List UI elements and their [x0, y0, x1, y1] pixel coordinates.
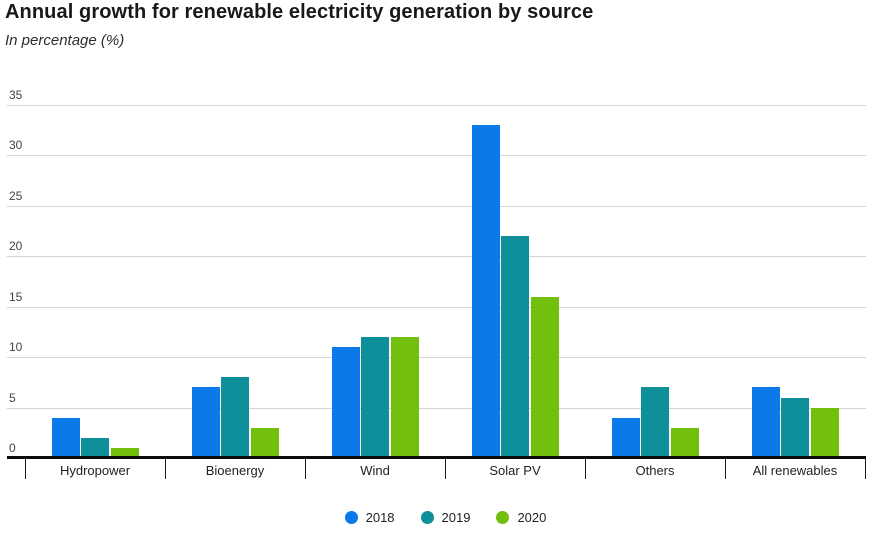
bar-2018-wind	[331, 347, 360, 458]
bar-2020-solar-pv	[530, 296, 559, 458]
y-tick-label-10: 10	[9, 340, 23, 355]
y-tick-label-15: 15	[9, 289, 23, 304]
chart-subtitle: In percentage (%)	[5, 32, 125, 49]
x-category-label-bioenergy: Bioenergy	[205, 463, 265, 478]
bar-2018-solar-pv	[471, 125, 500, 458]
category-separator-3	[445, 458, 446, 479]
legend-label-2019: 2019	[441, 510, 471, 525]
legend-item-2018: 2018	[344, 510, 395, 525]
category-separator-5	[725, 458, 726, 479]
bar-2019-others	[641, 387, 669, 458]
x-axis-line	[7, 456, 866, 459]
y-tick-label-35: 35	[9, 88, 23, 102]
y-tick-label-0: 0	[9, 441, 16, 455]
x-category-label-all-renewables: All renewables	[752, 463, 838, 478]
gridline-y-30	[7, 155, 866, 157]
bar-2018-others	[611, 417, 640, 458]
legend: 2018 2019 2020	[0, 510, 891, 525]
bar-2020-others	[670, 427, 699, 458]
chart-title: Annual growth for renewable electricity …	[5, 1, 594, 23]
bar-2018-hydropower	[51, 417, 80, 458]
category-separator-1	[165, 458, 166, 479]
gridline-y-10	[7, 357, 866, 359]
y-tick-label-5: 5	[9, 390, 16, 405]
bar-2020-wind	[390, 336, 419, 458]
legend-item-2020: 2020	[496, 510, 546, 525]
gridline-y-15	[7, 306, 866, 308]
category-separator-0	[25, 458, 26, 479]
bar-2019-bioenergy	[221, 377, 249, 458]
bar-2019-wind	[361, 336, 389, 458]
x-category-label-solar-pv: Solar PV	[489, 463, 541, 478]
legend-swatch-2019	[420, 511, 434, 524]
category-separator-6	[865, 458, 866, 479]
gridline-y-35	[7, 105, 866, 106]
gridline-y-25	[7, 205, 866, 207]
bar-2018-bioenergy	[191, 387, 220, 458]
category-separator-4	[585, 458, 586, 479]
legend-label-2018: 2018	[365, 510, 395, 525]
y-tick-label-20: 20	[9, 239, 23, 254]
x-category-label-others: Others	[635, 463, 675, 478]
gridline-y-5	[7, 407, 866, 409]
bar-2019-hydropower	[81, 437, 109, 458]
y-tick-label-25: 25	[9, 188, 23, 203]
bar-2019-all-renewables	[781, 397, 809, 458]
category-separator-2	[305, 458, 306, 479]
legend-swatch-2020	[496, 511, 510, 524]
gridline-y-20	[7, 256, 866, 258]
y-tick-label-30: 30	[9, 138, 23, 153]
x-category-label-hydropower: Hydropower	[59, 463, 131, 478]
legend-label-2020: 2020	[517, 510, 547, 525]
bar-2018-all-renewables	[751, 387, 780, 458]
legend-item-2019: 2019	[420, 510, 471, 525]
legend-swatch-2018	[344, 511, 358, 524]
bar-2019-solar-pv	[501, 236, 529, 458]
bar-2020-all-renewables	[810, 407, 839, 458]
plot-area: 0 5 10 15 20 25 30 35	[7, 88, 866, 458]
bar-2020-hydropower	[110, 447, 139, 458]
bar-2020-bioenergy	[250, 427, 279, 458]
x-category-label-wind: Wind	[360, 463, 390, 478]
